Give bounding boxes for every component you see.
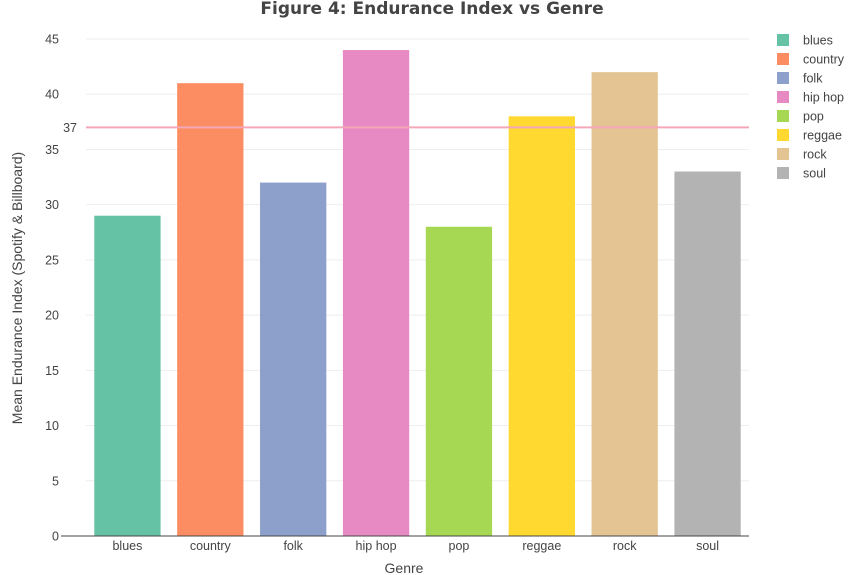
legend-swatch	[777, 167, 789, 179]
y-tick-label: 40	[45, 88, 59, 102]
y-tick-label: 10	[45, 419, 59, 433]
y-tick-label: 30	[45, 198, 59, 212]
bar-soul[interactable]	[674, 171, 741, 537]
bars	[94, 50, 741, 537]
x-tick-label: reggae	[522, 539, 561, 553]
legend-swatch	[777, 148, 789, 160]
legend-item-rock[interactable]: rock	[777, 148, 827, 162]
legend-swatch	[777, 129, 789, 141]
legend-label: hip hop	[803, 91, 844, 105]
bar-hip-hop[interactable]	[342, 50, 410, 537]
y-tick-label: 0	[52, 530, 59, 544]
chart-title: Figure 4: Endurance Index vs Genre	[260, 0, 603, 19]
y-tick-label: 45	[45, 33, 59, 47]
legend-swatch	[777, 34, 789, 46]
x-tick-label: folk	[283, 539, 303, 553]
reference-line-label: 37	[63, 121, 77, 135]
legend-label: soul	[803, 167, 826, 181]
legend-swatch	[777, 110, 789, 122]
legend-item-pop[interactable]: pop	[777, 110, 824, 124]
legend-item-hip-hop[interactable]: hip hop	[777, 91, 844, 105]
legend-label: country	[803, 53, 845, 67]
bar-country[interactable]	[177, 83, 244, 536]
legend-swatch	[777, 72, 789, 84]
x-tick-label: pop	[449, 539, 470, 553]
x-tick-label: rock	[613, 539, 637, 553]
bar-folk[interactable]	[260, 182, 327, 537]
legend-label: reggae	[803, 129, 842, 143]
legend-label: pop	[803, 110, 824, 124]
legend: blues country folk hip hop pop reggae rock soul	[777, 34, 845, 181]
x-axis-label: Genre	[385, 560, 424, 575]
bar-reggae[interactable]	[508, 116, 575, 537]
x-tick-label: soul	[696, 539, 719, 553]
x-tick-label: country	[190, 539, 232, 553]
y-axis-label: Mean Endurance Index (Spotify & Billboar…	[9, 152, 25, 424]
bar-blues[interactable]	[94, 215, 161, 536]
x-tick-label: blues	[112, 539, 142, 553]
legend-item-country[interactable]: country	[777, 53, 845, 67]
legend-swatch	[777, 91, 789, 103]
legend-item-folk[interactable]: folk	[777, 72, 823, 86]
reference-line: 37	[63, 121, 749, 135]
y-tick-label: 5	[52, 474, 59, 488]
legend-label: folk	[803, 72, 823, 86]
bar-pop[interactable]	[425, 226, 493, 536]
x-axis-ticks: blues country folk hip hop pop reggae rock soul	[112, 539, 719, 553]
legend-label: rock	[803, 148, 827, 162]
legend-swatch	[777, 53, 789, 65]
legend-item-reggae[interactable]: reggae	[777, 129, 842, 143]
y-tick-label: 25	[45, 253, 59, 267]
legend-item-soul[interactable]: soul	[777, 167, 826, 181]
y-tick-label: 35	[45, 143, 59, 157]
legend-label: blues	[803, 34, 833, 48]
bar-rock[interactable]	[591, 72, 658, 536]
y-tick-label: 20	[45, 309, 59, 323]
y-axis-ticks: 0 5 10 15 20 25 30 35 40 45	[45, 33, 59, 544]
legend-item-blues[interactable]: blues	[777, 34, 833, 48]
x-tick-label: hip hop	[356, 539, 397, 553]
y-tick-label: 15	[45, 364, 59, 378]
